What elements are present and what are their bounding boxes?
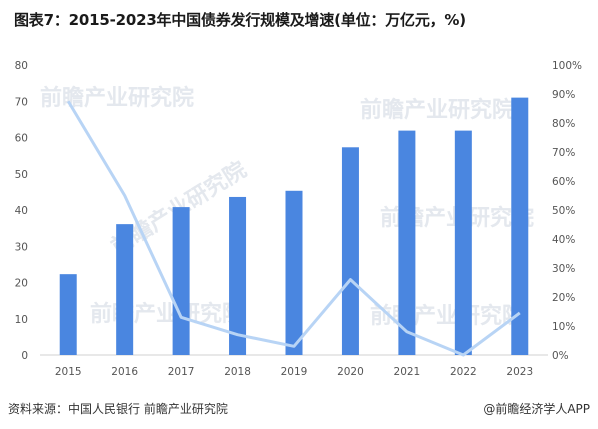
y-left-tick-label: 20 <box>15 278 28 290</box>
y-right-tick-label: 10% <box>552 321 575 333</box>
y-left-tick-label: 60 <box>15 133 28 145</box>
bar <box>172 207 190 355</box>
y-right-tick-label: 30% <box>552 263 575 275</box>
source-note: 资料来源：中国人民银行 前瞻产业研究院 <box>8 402 228 416</box>
y-right-tick-label: 0% <box>552 350 569 362</box>
growth-line <box>66 100 521 357</box>
y-right-tick-label: 60% <box>552 176 575 188</box>
bar <box>285 190 303 355</box>
y-left-tick-label: 80 <box>15 60 28 72</box>
bar <box>511 97 529 355</box>
y-left-tick-label: 0 <box>21 350 28 362</box>
y-right-tick-label: 100% <box>552 60 582 72</box>
x-tick-label: 2021 <box>394 366 421 378</box>
x-tick-label: 2017 <box>168 366 195 378</box>
y-left-tick-label: 10 <box>15 314 28 326</box>
bar <box>59 274 77 355</box>
y-left-tick-label: 50 <box>15 169 28 181</box>
chart-title: 图表7：2015-2023年中国债券发行规模及增速(单位：万亿元，%) <box>14 11 466 29</box>
y-right-tick-label: 70% <box>552 147 575 159</box>
bar <box>398 130 416 355</box>
brand-note: @前瞻经济学人APP <box>483 402 590 416</box>
x-tick-label: 2018 <box>224 366 251 378</box>
x-tick-label: 2023 <box>506 366 533 378</box>
y-left-tick-label: 40 <box>15 205 28 217</box>
x-tick-label: 2016 <box>111 366 138 378</box>
bar <box>116 224 134 355</box>
x-tick-label: 2019 <box>281 366 308 378</box>
x-tick-label: 2022 <box>450 366 477 378</box>
y-right-tick-label: 40% <box>552 234 575 246</box>
y-right-tick-label: 50% <box>552 205 575 217</box>
x-tick-label: 2020 <box>337 366 364 378</box>
y-right-tick-label: 90% <box>552 89 575 101</box>
bar <box>229 196 247 355</box>
bar <box>341 147 359 355</box>
y-right-tick-label: 80% <box>552 118 575 130</box>
x-tick-label: 2015 <box>55 366 82 378</box>
y-right-tick-label: 20% <box>552 292 575 304</box>
y-left-tick-label: 70 <box>15 96 28 108</box>
bar <box>454 130 472 355</box>
y-left-tick-label: 30 <box>15 241 28 253</box>
